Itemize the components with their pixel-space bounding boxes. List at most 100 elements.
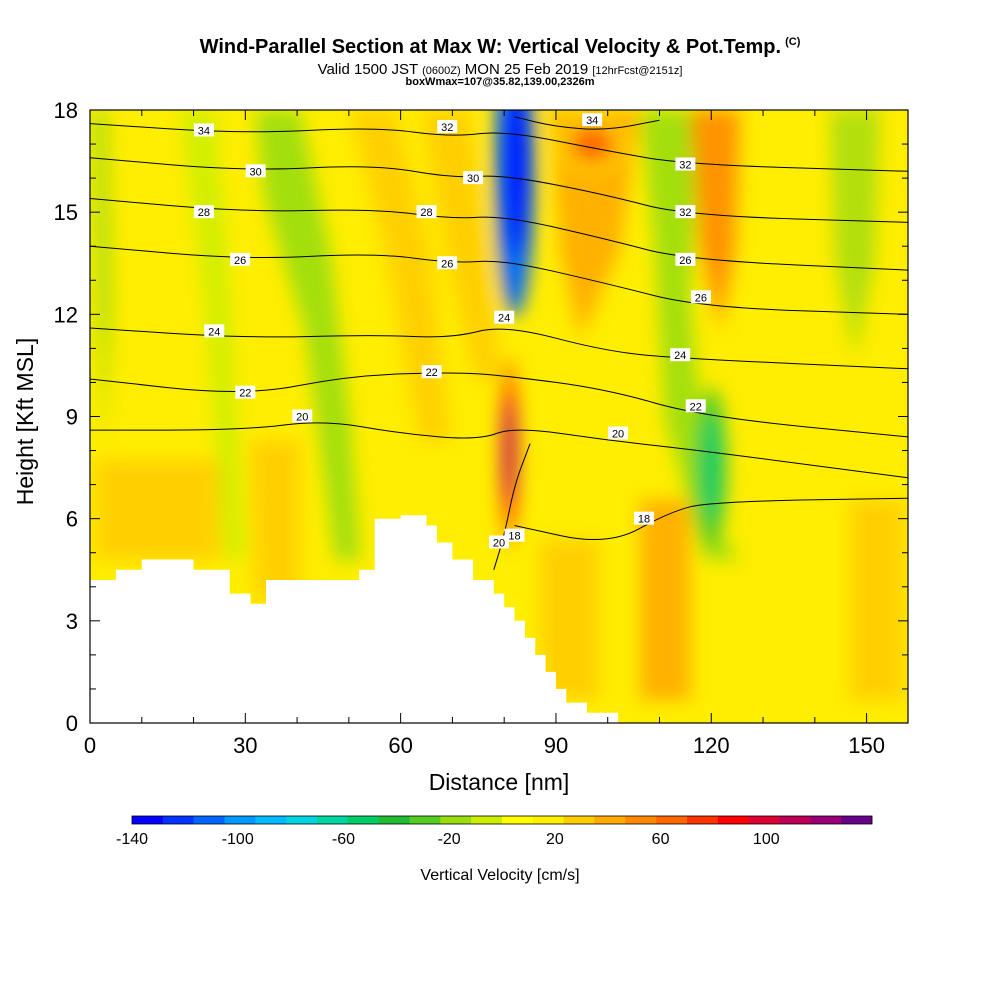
isentrope-label: 28	[420, 207, 432, 219]
colorbar-tick-label: -20	[438, 831, 461, 848]
isentrope-label: 26	[234, 255, 246, 267]
valid-utc: (0600Z)	[422, 65, 461, 77]
shading-band	[540, 540, 600, 700]
isentrope-line	[514, 497, 908, 541]
colorbar-swatch	[409, 816, 441, 824]
isentrope-label: 32	[679, 159, 691, 171]
colorbar-swatch	[502, 816, 534, 824]
isentrope-label-bg	[489, 535, 509, 549]
isentrope-label: 34	[198, 125, 210, 137]
colorbar-swatch	[594, 816, 626, 824]
chart-subtitle: Valid 1500 JST (0600Z) MON 25 Feb 2019 […	[0, 61, 1000, 78]
isentrope-label-bg	[675, 157, 696, 171]
shading-band	[350, 110, 450, 440]
isentrope-label-bg	[416, 205, 437, 219]
shading-band	[250, 440, 300, 600]
isentrope-line	[493, 443, 531, 570]
isentrope-label: 34	[586, 115, 598, 127]
shading-band	[850, 500, 905, 700]
isentrope-label-bg	[230, 252, 251, 266]
y-axis-title: Height [Kft MSL]	[12, 338, 38, 505]
colorbar: -140 -100 -60 -20 20 60 100 Vertical Velocity […	[116, 815, 873, 884]
isentrope-label-bg	[670, 348, 691, 362]
isentrope-label: 24	[498, 313, 510, 325]
y-tick-label: 6	[66, 507, 78, 532]
x-tick-label: 0	[84, 733, 96, 758]
isentrope-label-bg	[633, 511, 654, 525]
colorbar-swatch	[317, 816, 349, 824]
colorbar-swatch	[378, 816, 410, 824]
colorbar-tick-label: -140	[116, 831, 148, 848]
shading-band	[640, 110, 740, 560]
isentrope-label-bg	[463, 171, 484, 185]
w-feature-core	[503, 401, 516, 502]
isentrope-label: 18	[638, 514, 650, 526]
isentrope-label-bg	[437, 256, 458, 270]
isentrope-label: 30	[250, 166, 262, 178]
colorbar-swatch	[656, 816, 688, 824]
colorbar-swatch	[347, 816, 379, 824]
valid-date: MON 25 Feb 2019	[464, 61, 589, 78]
isentrope-labels: 34 32 34 32 30 30 32 28 28 26 26 26 26 24 24 24 22 22 22 20…	[193, 113, 711, 550]
isentrope-label-bg	[685, 399, 706, 413]
colorbar-tick-label: -100	[222, 831, 254, 848]
colorbar-swatch	[717, 816, 749, 824]
isentrope-label-bg	[235, 385, 256, 399]
isentrope-label-bg	[690, 290, 711, 304]
y-tick-label: 3	[66, 609, 78, 634]
w-feature-core	[504, 110, 529, 256]
colorbar-swatch	[255, 816, 287, 824]
isentrope-lines	[90, 116, 908, 570]
colorbar-tick-label: -60	[332, 831, 355, 848]
y-tick-label: 12	[54, 302, 78, 327]
colorbar-swatch	[625, 816, 657, 824]
isentrope-label: 22	[690, 401, 702, 413]
isentrope-label-bg	[204, 324, 225, 338]
shading-band	[640, 500, 690, 700]
w-feature-core	[701, 412, 722, 523]
colorbar-swatch	[687, 816, 719, 824]
colorbar-swatch	[471, 816, 503, 824]
x-tick-label: 150	[848, 733, 885, 758]
isentrope-label: 20	[296, 412, 308, 424]
colorbar-swatch	[810, 816, 842, 824]
x-tick-label: 120	[693, 733, 730, 758]
isentrope-label: 26	[441, 258, 453, 270]
isentrope-label: 20	[612, 429, 624, 441]
isentrope-label: 24	[674, 350, 686, 362]
isentrope-label-bg	[504, 528, 525, 542]
isentrope-label: 20	[493, 538, 505, 550]
isentrope-line	[90, 372, 908, 438]
isentrope-label-bg	[437, 120, 458, 134]
w-feature-core	[570, 126, 615, 163]
colorbar-title: Vertical Velocity [cm/s]	[420, 867, 579, 884]
isentrope-label-bg	[582, 113, 603, 127]
isentrope-label: 30	[467, 173, 479, 185]
colorbar-swatch	[841, 816, 873, 824]
isentrope-label-bg	[421, 365, 442, 379]
isentrope-line	[90, 123, 908, 172]
shading-band	[830, 110, 880, 360]
isentrope-label-bg	[193, 123, 214, 137]
y-tick-label: 9	[66, 405, 78, 430]
shading-band	[92, 110, 112, 450]
isentrope-label-bg	[292, 409, 313, 423]
colorbar-tick-label: 20	[546, 831, 564, 848]
isentrope-label-bg	[608, 426, 629, 440]
colorbar-swatch	[748, 816, 780, 824]
colorbar-swatch	[224, 816, 256, 824]
valid-time: Valid 1500 JST	[317, 61, 418, 78]
x-axis-title: Distance [nm]	[429, 769, 570, 795]
isentrope-label: 32	[679, 207, 691, 219]
y-axis: 0 3 6 9 12 15 18	[54, 98, 908, 736]
shading-band	[420, 110, 500, 380]
isentrope-label-bg	[675, 252, 696, 266]
chart-subtitle-2: boxWmax=107@35.82,139.00,2326m	[405, 76, 595, 88]
terrain-mask	[90, 515, 619, 723]
x-tick-label: 90	[544, 733, 568, 758]
isentrope-label-bg	[675, 205, 696, 219]
colorbar-swatch	[532, 816, 564, 824]
isentrope-label-bg	[245, 164, 266, 178]
chart-title: Wind-Parallel Section at Max W: Vertical…	[199, 36, 801, 58]
